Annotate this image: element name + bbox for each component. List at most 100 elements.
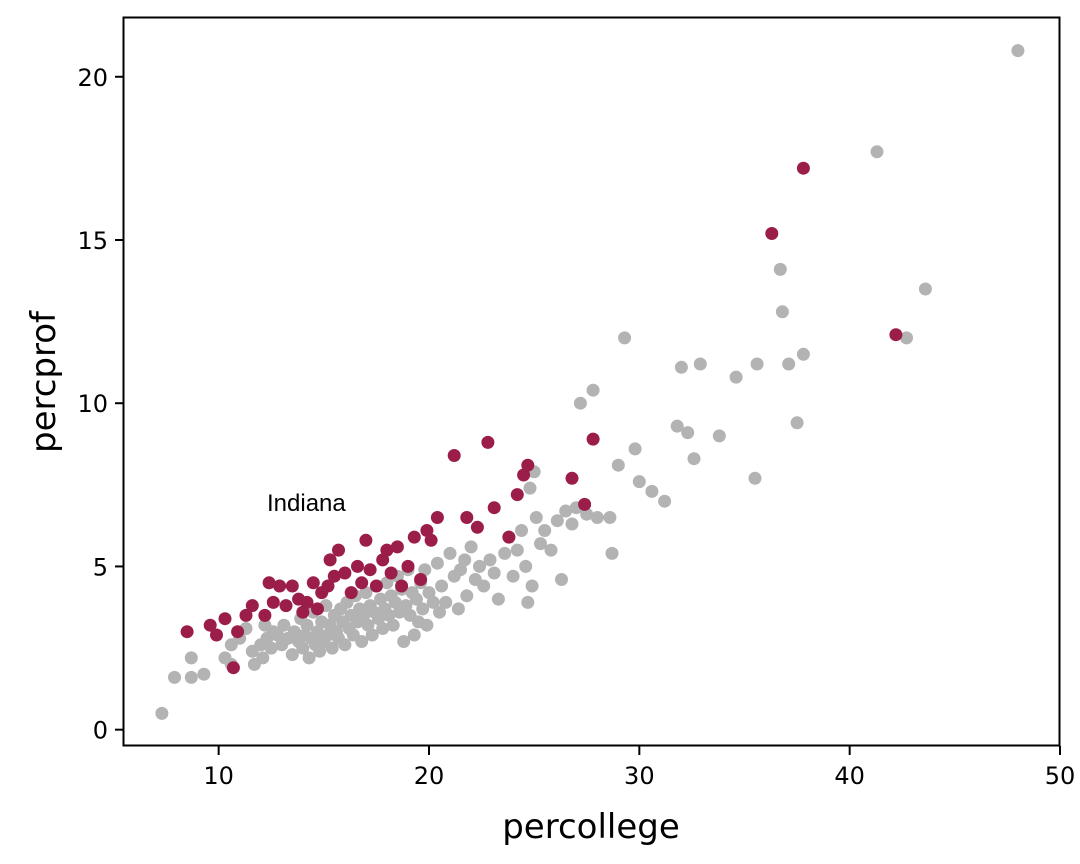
other-point: [632, 475, 646, 489]
other-point: [355, 635, 369, 648]
other-point: [544, 543, 558, 557]
other-point: [386, 618, 400, 632]
other-point: [397, 635, 411, 648]
other-point: [458, 553, 472, 567]
highlight-point: [338, 566, 352, 580]
other-point: [416, 602, 430, 616]
highlight-point: [262, 576, 276, 590]
plot-frame: [122, 16, 1061, 747]
highlight-point: [414, 573, 428, 586]
other-point: [918, 282, 932, 296]
highlight-point: [447, 449, 461, 462]
other-point: [590, 511, 604, 524]
other-point: [573, 396, 587, 410]
other-point: [435, 579, 449, 593]
other-point: [510, 543, 524, 557]
other-point: [586, 383, 600, 397]
highlight-point: [424, 533, 438, 547]
other-point: [433, 605, 446, 619]
other-point: [372, 612, 385, 626]
highlight-point: [502, 530, 516, 544]
other-point: [782, 357, 796, 371]
other-point: [376, 622, 390, 635]
highlight-point: [889, 328, 903, 342]
highlight-point: [430, 511, 444, 524]
other-point: [658, 494, 672, 508]
other-point: [426, 595, 440, 609]
highlight-point: [218, 612, 232, 626]
highlight-point: [279, 599, 293, 613]
highlight-point: [578, 497, 592, 511]
other-point: [870, 145, 884, 159]
highlight-point: [321, 579, 335, 593]
highlight-point: [517, 468, 531, 482]
highlight-point: [510, 488, 524, 502]
other-point: [422, 586, 436, 600]
other-point: [451, 602, 465, 616]
highlight-point: [401, 559, 415, 573]
highlight-point: [231, 625, 245, 639]
other-point: [365, 628, 379, 642]
other-point: [277, 618, 291, 632]
y-tick-label: 10: [77, 390, 108, 418]
other-point: [296, 641, 310, 655]
highlight-point: [380, 543, 394, 557]
highlight-point: [351, 559, 364, 573]
other-point: [264, 641, 278, 655]
highlight-point: [407, 530, 421, 544]
other-point: [357, 608, 371, 622]
other-point: [506, 569, 520, 583]
other-point: [559, 504, 573, 518]
other-point: [611, 458, 625, 472]
other-point: [409, 592, 423, 606]
other-point: [338, 638, 352, 652]
highlight-point: [376, 553, 390, 567]
highlight-point: [273, 579, 287, 593]
x-tick-label: 50: [1045, 762, 1076, 790]
highlight-point: [420, 524, 434, 537]
other-point: [477, 579, 491, 593]
other-point: [525, 579, 539, 593]
other-point: [483, 553, 497, 567]
highlight-point: [306, 576, 320, 590]
highlight-point: [226, 661, 240, 675]
other-point: [555, 573, 568, 586]
other-point: [790, 416, 804, 430]
other-point: [523, 481, 537, 495]
other-point: [361, 618, 375, 632]
other-point: [443, 546, 457, 560]
highlight-point: [359, 533, 373, 547]
highlight-point: [481, 435, 495, 449]
highlight-point: [258, 608, 272, 622]
other-point: [380, 576, 394, 590]
other-point: [168, 670, 181, 684]
other-point: [184, 670, 198, 684]
highlight-point: [311, 602, 324, 616]
other-point: [285, 648, 299, 662]
other-point: [460, 589, 474, 603]
other-point: [534, 537, 547, 551]
other-point: [565, 517, 579, 531]
points-layer: [155, 44, 1025, 720]
other-point: [418, 563, 432, 577]
other-point: [580, 507, 594, 521]
other-point: [491, 592, 505, 606]
x-axis-title: percollege: [502, 807, 680, 847]
other-point: [519, 559, 533, 573]
other-point: [454, 563, 467, 577]
x-tick-label: 20: [414, 762, 445, 790]
y-tick-label: 15: [77, 227, 108, 255]
other-point: [399, 599, 413, 613]
other-point: [197, 667, 211, 681]
highlight-point: [470, 520, 484, 534]
highlight-point: [327, 569, 341, 583]
other-point: [775, 305, 789, 319]
other-point: [529, 511, 543, 524]
other-point: [693, 357, 707, 371]
other-point: [311, 625, 324, 639]
annotation-label: Indiana: [267, 490, 346, 517]
highlight-point: [323, 553, 337, 567]
other-point: [439, 595, 453, 609]
